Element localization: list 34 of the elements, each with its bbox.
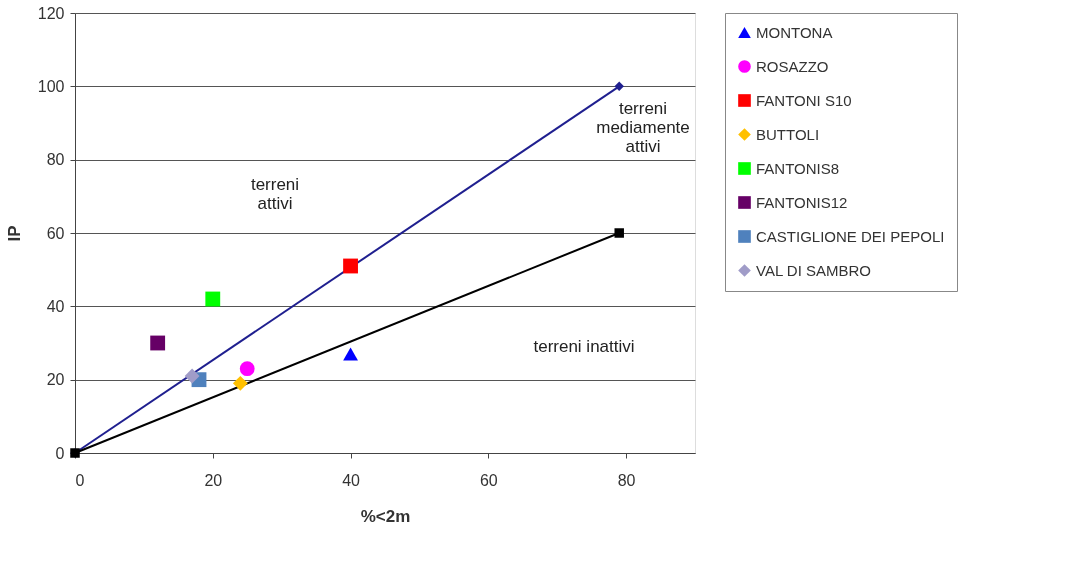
- point: [614, 228, 624, 238]
- legend-label: FANTONI S10: [756, 91, 852, 109]
- legend-label: ROSAZZO: [756, 57, 829, 75]
- x-tick-label: 40: [342, 471, 361, 489]
- annotation: terreni attivi: [250, 175, 300, 213]
- x-tick-label: 0: [75, 471, 85, 489]
- point: [343, 258, 358, 274]
- point: [184, 368, 200, 384]
- point: [205, 291, 221, 307]
- annotation: terreni inattivi: [533, 337, 635, 356]
- y-tick-label: 0: [55, 444, 65, 462]
- legend-label: FANTONIS8: [756, 159, 840, 177]
- legend-label: CASTIGLIONE DEI PEPOLI: [756, 227, 945, 245]
- y-tick-label: 100: [37, 77, 65, 95]
- x-tick-label: 60: [479, 471, 498, 489]
- y-tick-label: 20: [46, 371, 65, 389]
- point: [614, 81, 624, 92]
- point: [239, 361, 255, 377]
- legend-label: VAL DI SAMBRO: [756, 261, 872, 279]
- x-tick-label: 80: [617, 471, 636, 489]
- legend-label: BUTTOLI: [756, 125, 820, 143]
- annotation: terreni mediamente attivi: [596, 99, 690, 156]
- legend-label: FANTONIS12: [756, 193, 848, 211]
- x-axis-title: %<2m: [360, 506, 411, 526]
- y-axis-title: IP: [4, 225, 24, 242]
- point: [232, 375, 248, 391]
- x-tick-label: 20: [204, 471, 223, 489]
- y-tick-label: 80: [46, 151, 65, 169]
- point: [343, 347, 358, 361]
- y-tick-label: 120: [37, 4, 65, 22]
- y-tick-label: 60: [46, 224, 65, 242]
- point: [150, 335, 166, 351]
- legend-label: MONTONA: [756, 23, 833, 41]
- y-tick-label: 40: [46, 297, 65, 315]
